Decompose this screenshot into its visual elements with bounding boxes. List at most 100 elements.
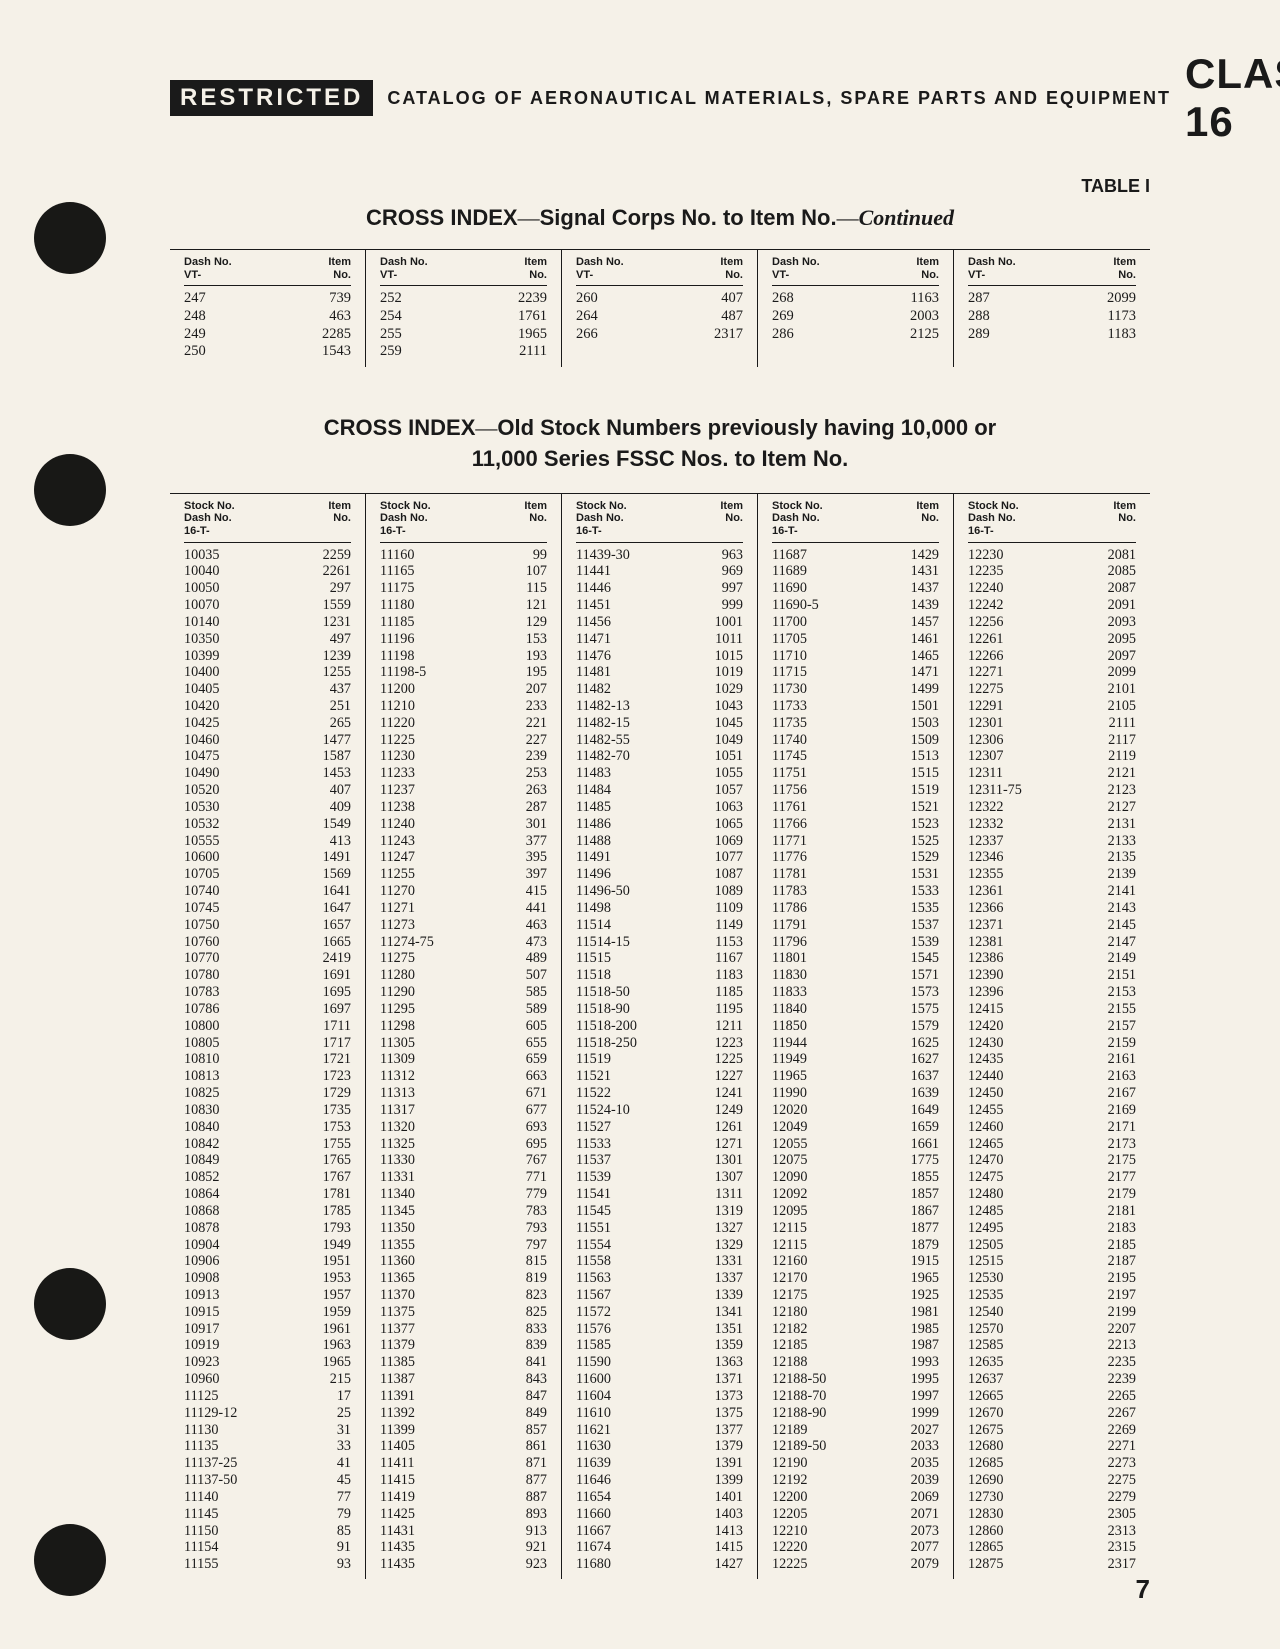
- dash-no-cell: 11654: [576, 1489, 644, 1506]
- item-no-cell: 913: [499, 1523, 547, 1540]
- table-row: 247739: [184, 290, 351, 308]
- dash-no-cell: 12115: [772, 1237, 840, 1254]
- dash-no-cell: 11674: [576, 1539, 644, 1556]
- item-no-cell: 1529: [891, 849, 939, 866]
- dash-no-cell: 12275: [968, 681, 1036, 698]
- dash-no-cell: 11175: [380, 580, 448, 597]
- item-no-cell: 2133: [1088, 833, 1136, 850]
- column-header-right-line: No.: [1113, 269, 1136, 282]
- item-no-cell: 2105: [1088, 698, 1136, 715]
- dash-no-cell: 11563: [576, 1270, 644, 1287]
- item-no-cell: 659: [499, 1051, 547, 1068]
- item-no-cell: 2111: [499, 343, 547, 361]
- dash-no-cell: 11524-10: [576, 1102, 644, 1119]
- table-column: Stock No.Dash No.16-T-ItemNo.12230208112…: [954, 494, 1150, 1579]
- item-no-cell: 1995: [891, 1371, 939, 1388]
- table-column: Stock No.Dash No.16-T-ItemNo.11160991116…: [366, 494, 562, 1579]
- table-row: 11180121: [380, 597, 547, 614]
- item-no-cell: 2039: [891, 1472, 939, 1489]
- dash-no-cell: 10350: [184, 631, 252, 648]
- dash-no-cell: 10035: [184, 547, 252, 564]
- item-no-cell: 473: [499, 934, 547, 951]
- dash-no-cell: 11521: [576, 1068, 644, 1085]
- table-row: 122422091: [968, 597, 1136, 614]
- column-header-left-line: Dash No.: [184, 512, 235, 525]
- item-no-cell: 1855: [891, 1169, 939, 1186]
- dash-no-cell: 12470: [968, 1152, 1036, 1169]
- table-row: 10960215: [184, 1371, 351, 1388]
- item-no-cell: 1359: [695, 1337, 743, 1354]
- item-no-cell: 2259: [303, 547, 351, 564]
- dash-no-cell: 11514: [576, 917, 644, 934]
- table-row: 12188-701997: [772, 1388, 939, 1405]
- dash-no-cell: 11411: [380, 1455, 448, 1472]
- dash-no-cell: 11833: [772, 984, 840, 1001]
- dash-no-cell: 12256: [968, 614, 1036, 631]
- item-no-cell: 413: [303, 833, 351, 850]
- table-row: 121851987: [772, 1337, 939, 1354]
- column-header-right-line: Item: [916, 500, 939, 513]
- dash-no-cell: 11733: [772, 698, 840, 715]
- dash-no-cell: 11796: [772, 934, 840, 951]
- dash-no-cell: 12450: [968, 1085, 1036, 1102]
- item-no-cell: 1867: [891, 1203, 939, 1220]
- section2-title: CROSS INDEX—Old Stock Numbers previously…: [170, 413, 1150, 475]
- item-no-cell: 227: [499, 732, 547, 749]
- dash-no-cell: 11180: [380, 597, 448, 614]
- item-no-cell: 1573: [891, 984, 939, 1001]
- item-no-cell: 2073: [891, 1523, 939, 1540]
- dash-no-cell: 252: [380, 290, 448, 308]
- table-row: 104001255: [184, 664, 351, 681]
- table-row: 122402087: [968, 580, 1136, 597]
- table-row: 121801981: [772, 1304, 939, 1321]
- dash-no-cell: 10919: [184, 1337, 252, 1354]
- column-header-left-line: Stock No.: [380, 500, 431, 513]
- dash-no-cell: 12530: [968, 1270, 1036, 1287]
- column-header: Dash No.VT-ItemNo.: [772, 250, 939, 286]
- dash-no-cell: 11621: [576, 1422, 644, 1439]
- item-no-cell: 93: [303, 1556, 351, 1573]
- column-header-left-line: Dash No.: [184, 256, 232, 269]
- item-no-cell: 877: [499, 1472, 547, 1489]
- dash-no-cell: 11419: [380, 1489, 448, 1506]
- item-no-cell: 1331: [695, 1253, 743, 1270]
- table-row: 11270415: [380, 883, 547, 900]
- item-no-cell: 33: [303, 1438, 351, 1455]
- table-row: 107401641: [184, 883, 351, 900]
- table-row: 108251729: [184, 1085, 351, 1102]
- dash-no-cell: 11290: [380, 984, 448, 1001]
- table-row: 10520407: [184, 782, 351, 799]
- item-no-cell: 1877: [891, 1220, 939, 1237]
- item-no-cell: 2207: [1088, 1321, 1136, 1338]
- table-row: 115221241: [576, 1085, 743, 1102]
- dash-no-cell: 12306: [968, 732, 1036, 749]
- dash-no-cell: 11518: [576, 967, 644, 984]
- dash-no-cell: 11451: [576, 597, 644, 614]
- dash-no-cell: 10864: [184, 1186, 252, 1203]
- dash-no-cell: 12505: [968, 1237, 1036, 1254]
- item-no-cell: 1533: [891, 883, 939, 900]
- table-row: 121922039: [772, 1472, 939, 1489]
- dash-no-cell: 11740: [772, 732, 840, 749]
- item-no-cell: 819: [499, 1270, 547, 1287]
- table-row: 123712145: [968, 917, 1136, 934]
- item-no-cell: 2157: [1088, 1018, 1136, 1035]
- dash-no-cell: 12090: [772, 1169, 840, 1186]
- dash-no-cell: 12685: [968, 1455, 1036, 1472]
- dash-no-cell: 12485: [968, 1203, 1036, 1220]
- table-row: 108401753: [184, 1119, 351, 1136]
- item-no-cell: 2279: [1088, 1489, 1136, 1506]
- item-no-cell: 2121: [1088, 765, 1136, 782]
- dash-no-cell: 11391: [380, 1388, 448, 1405]
- table-row: 11360815: [380, 1253, 547, 1270]
- table-row: 119901639: [772, 1085, 939, 1102]
- dash-no-cell: 12240: [968, 580, 1036, 597]
- item-no-cell: 1721: [303, 1051, 351, 1068]
- column-header-left-line: VT-: [380, 269, 428, 282]
- item-no-cell: 1925: [891, 1287, 939, 1304]
- table-row: 116871429: [772, 547, 939, 564]
- table-row: 2862125: [772, 326, 939, 344]
- column-header-right-line: Item: [720, 256, 743, 269]
- item-no-cell: 1373: [695, 1388, 743, 1405]
- dash-no-cell: 10405: [184, 681, 252, 698]
